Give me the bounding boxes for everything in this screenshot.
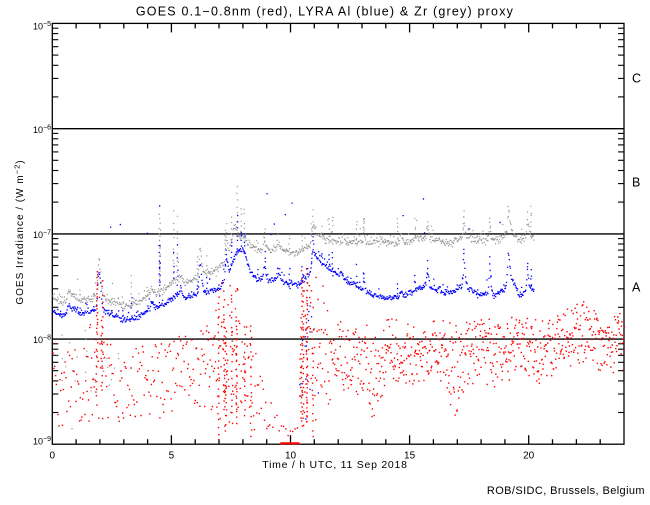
svg-text:20: 20 [523,450,535,461]
svg-text:10−8: 10−8 [33,335,51,346]
svg-text:10−6: 10−6 [33,125,51,136]
svg-text:Time / h UTC, 11 Sep 2018: Time / h UTC, 11 Sep 2018 [262,459,407,471]
svg-text:10−5: 10−5 [33,21,51,32]
svg-text:10−7: 10−7 [33,230,51,241]
svg-text:ROB/SIDC, Brussels, Belgium: ROB/SIDC, Brussels, Belgium [487,485,645,497]
svg-text:GOES 0.1−0.8nm (red), LYRA Al: GOES 0.1−0.8nm (red), LYRA Al (blue) & Z… [136,5,514,19]
svg-text:B: B [632,176,640,190]
svg-text:10−9: 10−9 [33,436,51,447]
svg-text:5: 5 [169,450,175,461]
svg-text:GOES Irradiance / (W m−2): GOES Irradiance / (W m−2) [13,159,27,304]
svg-text:15: 15 [404,450,416,461]
svg-text:0: 0 [50,450,56,461]
svg-text:C: C [632,72,641,86]
svg-text:A: A [632,281,641,295]
svg-text:10: 10 [285,450,297,461]
